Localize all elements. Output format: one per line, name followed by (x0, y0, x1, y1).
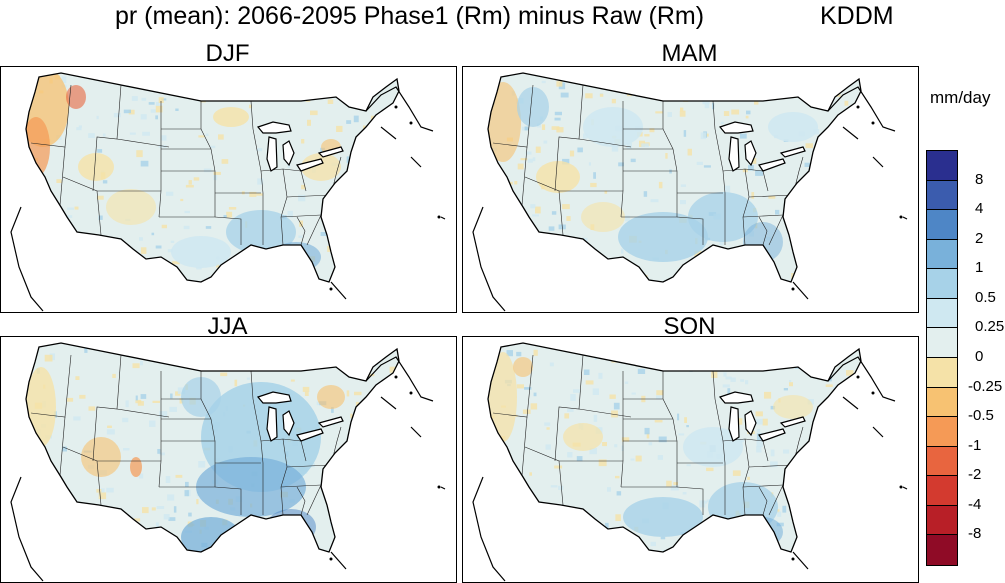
figure-title: pr (mean): 2066-2095 Phase1 (Rm) minus R… (0, 2, 1005, 30)
colorbar-segment (927, 358, 957, 388)
colorbar-segment (927, 298, 957, 329)
panel-title-djf: DJF (205, 40, 250, 67)
colorbar-tick-label: 0.25 (975, 318, 1005, 336)
colorbar-tick-label: 4 (975, 200, 984, 218)
colorbar-tick-label: -4 (968, 495, 982, 513)
great-lakes (256, 121, 344, 172)
coastline (472, 86, 908, 312)
colorbar-tick-label: 0 (975, 348, 984, 365)
island-marker (329, 287, 333, 291)
island-marker (871, 391, 875, 395)
colorbar-segment (927, 210, 957, 240)
map-panel-jja (0, 336, 457, 583)
us-outline (25, 72, 400, 283)
us-outline (25, 342, 400, 553)
coastline (10, 356, 446, 582)
us-outline (487, 342, 862, 553)
colorbar-segment (927, 417, 957, 447)
island-marker (409, 391, 413, 395)
island-marker (791, 557, 795, 561)
us-outline (487, 72, 862, 283)
colorbar-tick-label: -0.5 (968, 407, 994, 425)
island-marker (394, 105, 398, 109)
coastline (472, 356, 908, 582)
island-marker (856, 375, 860, 379)
precip-field (488, 73, 861, 282)
colorbar-segment (927, 446, 957, 477)
island-marker (437, 485, 441, 489)
colorbar-segment (927, 239, 957, 270)
coastline (10, 86, 446, 312)
island-marker (437, 215, 441, 219)
island-marker (899, 215, 903, 219)
great-lakes (718, 391, 806, 442)
colorbar-tick-label: 0.5 (975, 288, 996, 306)
colorbar-tick-label: -2 (968, 466, 982, 484)
colorbar-units: mm/day (930, 88, 991, 107)
great-lakes (718, 121, 806, 172)
map-panel-djf (0, 66, 457, 313)
colorbar-segment (927, 505, 957, 536)
island-marker (409, 121, 413, 125)
map-panel-mam (462, 66, 919, 313)
colorbar-segment (927, 180, 957, 211)
panel-title-mam: MAM (661, 40, 718, 67)
panel-title-son: SON (663, 313, 716, 340)
colorbar (926, 150, 958, 566)
colorbar-segment (927, 387, 957, 418)
state-boundaries (30, 354, 342, 516)
colorbar-segment (927, 535, 957, 565)
island-marker (329, 557, 333, 561)
colorbar-tick-label: 2 (975, 229, 984, 247)
island-marker (899, 485, 903, 489)
state-boundaries (492, 84, 804, 246)
colorbar-segment (927, 476, 957, 506)
colorbar-tick-label: -8 (968, 525, 982, 543)
colorbar-segment (927, 151, 957, 181)
figure-title-main: pr (mean): 2066-2095 Phase1 (Rm) minus R… (115, 2, 705, 30)
state-boundaries (30, 84, 342, 246)
island-marker (856, 105, 860, 109)
island-marker (871, 121, 875, 125)
precip-field (488, 343, 861, 552)
precip-field (26, 343, 399, 552)
great-lakes (256, 391, 344, 442)
panel-title-jja: JJA (207, 313, 248, 340)
colorbar-tick-label: -0.25 (968, 377, 1003, 395)
colorbar-segment (927, 269, 957, 299)
colorbar-tick-label: -1 (968, 436, 982, 454)
colorbar-segment (927, 328, 957, 358)
map-panel-son (462, 336, 919, 583)
figure-title-model: KDDM (820, 2, 894, 30)
island-marker (791, 287, 795, 291)
island-marker (394, 375, 398, 379)
colorbar-tick-label: 1 (975, 259, 984, 277)
colorbar-tick-label: 8 (975, 170, 984, 188)
